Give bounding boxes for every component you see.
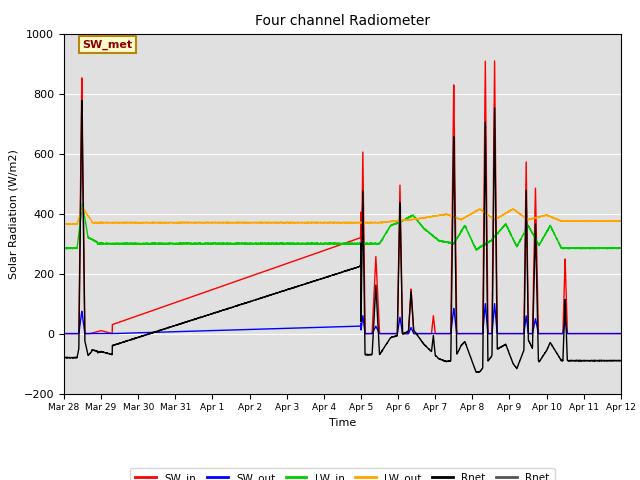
LW_in bbox=[60, 245, 68, 251]
Rnet bbox=[616, 358, 624, 363]
LW_in bbox=[473, 247, 481, 253]
LW_out bbox=[79, 204, 86, 210]
Rnet bbox=[78, 97, 86, 103]
SW_out bbox=[499, 331, 507, 336]
LW_out bbox=[63, 222, 70, 228]
Rnet bbox=[161, 326, 168, 332]
Rnet bbox=[467, 356, 475, 362]
SW_out bbox=[467, 331, 475, 336]
SW_out bbox=[617, 331, 625, 336]
LW_out bbox=[161, 220, 168, 226]
Rnet bbox=[161, 326, 168, 332]
SW_in bbox=[616, 331, 624, 336]
SW_out bbox=[160, 329, 168, 335]
SW_in bbox=[617, 331, 625, 336]
Rnet bbox=[78, 97, 86, 103]
SW_in bbox=[436, 331, 444, 336]
LW_in bbox=[79, 201, 86, 207]
LW_out bbox=[617, 218, 625, 224]
LW_out bbox=[499, 212, 507, 217]
Rnet bbox=[617, 358, 625, 363]
Line: SW_out: SW_out bbox=[64, 304, 621, 334]
SW_in bbox=[491, 58, 499, 64]
Rnet bbox=[467, 356, 475, 362]
SW_out bbox=[436, 331, 444, 336]
LW_out bbox=[60, 221, 68, 227]
SW_in bbox=[60, 331, 68, 336]
Rnet bbox=[436, 356, 444, 362]
LW_in bbox=[161, 241, 168, 247]
LW_in bbox=[467, 236, 475, 242]
LW_in bbox=[436, 238, 444, 243]
Rnet bbox=[60, 355, 68, 360]
Y-axis label: Solar Radiation (W/m2): Solar Radiation (W/m2) bbox=[8, 149, 18, 278]
SW_out bbox=[616, 331, 624, 336]
Text: SW_met: SW_met bbox=[83, 39, 132, 50]
Rnet bbox=[473, 370, 481, 375]
Rnet bbox=[499, 343, 507, 348]
Line: SW_in: SW_in bbox=[64, 61, 621, 334]
X-axis label: Time: Time bbox=[329, 418, 356, 428]
Line: LW_in: LW_in bbox=[64, 204, 621, 250]
LW_in bbox=[499, 224, 507, 230]
Rnet bbox=[322, 275, 330, 280]
SW_in bbox=[322, 247, 330, 253]
SW_in bbox=[160, 304, 168, 310]
Title: Four channel Radiometer: Four channel Radiometer bbox=[255, 14, 430, 28]
LW_out bbox=[468, 211, 476, 216]
LW_out bbox=[616, 218, 624, 224]
Rnet bbox=[616, 358, 624, 363]
LW_out bbox=[322, 220, 330, 226]
LW_in bbox=[322, 240, 330, 246]
Line: LW_out: LW_out bbox=[64, 207, 621, 225]
SW_out bbox=[491, 301, 499, 307]
Legend: SW_in, SW_out, LW_in, LW_out, Rnet, Rnet: SW_in, SW_out, LW_in, LW_out, Rnet, Rnet bbox=[131, 468, 554, 480]
SW_out bbox=[322, 324, 330, 330]
Rnet bbox=[436, 356, 444, 362]
LW_in bbox=[616, 245, 624, 251]
Rnet bbox=[322, 275, 330, 280]
Rnet bbox=[617, 358, 625, 363]
Rnet bbox=[60, 355, 68, 360]
Line: Rnet: Rnet bbox=[64, 100, 621, 372]
SW_in bbox=[467, 331, 475, 336]
Rnet bbox=[473, 370, 481, 375]
Line: Rnet: Rnet bbox=[64, 100, 621, 372]
LW_out bbox=[436, 213, 444, 218]
SW_out bbox=[60, 331, 68, 336]
LW_in bbox=[617, 245, 625, 251]
SW_in bbox=[499, 331, 507, 336]
Rnet bbox=[499, 343, 507, 348]
